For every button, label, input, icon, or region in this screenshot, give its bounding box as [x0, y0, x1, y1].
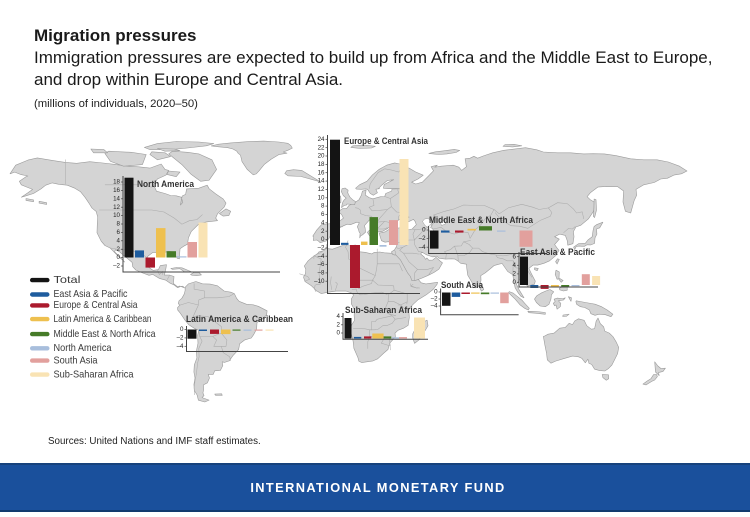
svg-text:North America: North America — [54, 343, 112, 354]
svg-text:0: 0 — [321, 236, 325, 243]
svg-text:Sub-Saharan Africa: Sub-Saharan Africa — [54, 369, 134, 380]
svg-text:–6: –6 — [318, 261, 325, 268]
svg-text:6: 6 — [321, 211, 325, 218]
svg-text:South Asia: South Asia — [54, 355, 98, 366]
svg-text:16: 16 — [113, 187, 120, 194]
svg-text:2: 2 — [321, 228, 325, 235]
svg-text:–4: –4 — [431, 303, 438, 310]
svg-text:2: 2 — [337, 321, 341, 328]
svg-text:Middle East & North Africa: Middle East & North Africa — [429, 215, 534, 225]
svg-text:0: 0 — [117, 254, 121, 261]
svg-text:–2: –2 — [113, 263, 120, 270]
svg-text:South Asia: South Asia — [441, 280, 484, 290]
svg-text:North America: North America — [137, 179, 195, 189]
svg-text:24: 24 — [318, 136, 325, 143]
svg-text:East Asia & Pacific: East Asia & Pacific — [54, 289, 128, 300]
svg-text:–2: –2 — [431, 296, 438, 303]
svg-text:East Asia & Pacific: East Asia & Pacific — [520, 247, 595, 257]
svg-text:0: 0 — [434, 289, 438, 296]
svg-text:Europe & Central Asia: Europe & Central Asia — [344, 136, 429, 146]
svg-text:–2: –2 — [177, 335, 184, 342]
svg-text:–10: –10 — [314, 278, 325, 285]
svg-text:20: 20 — [318, 153, 325, 160]
svg-text:12: 12 — [113, 204, 120, 211]
svg-text:18: 18 — [318, 161, 325, 168]
svg-text:0: 0 — [513, 279, 517, 286]
svg-text:4: 4 — [337, 313, 341, 320]
svg-text:Latin America & Caribbean: Latin America & Caribbean — [54, 314, 152, 325]
svg-text:2: 2 — [513, 271, 517, 278]
svg-text:10: 10 — [318, 194, 325, 201]
svg-text:14: 14 — [318, 178, 325, 185]
svg-text:Total: Total — [54, 275, 81, 286]
svg-text:–8: –8 — [318, 270, 325, 277]
svg-text:0: 0 — [180, 326, 184, 333]
svg-text:–2: –2 — [318, 245, 325, 252]
svg-text:4: 4 — [117, 237, 121, 244]
svg-text:Middle East & North Africa: Middle East & North Africa — [54, 329, 156, 340]
svg-text:10: 10 — [113, 212, 120, 219]
svg-text:6: 6 — [513, 253, 517, 260]
svg-text:Sub-Saharan Africa: Sub-Saharan Africa — [345, 305, 423, 315]
svg-text:16: 16 — [318, 169, 325, 176]
svg-text:8: 8 — [321, 203, 325, 210]
svg-text:Europe & Central Asia: Europe & Central Asia — [54, 300, 138, 311]
svg-text:6: 6 — [117, 229, 121, 236]
svg-text:14: 14 — [113, 195, 120, 202]
svg-text:–2: –2 — [419, 235, 426, 242]
svg-text:18: 18 — [113, 179, 120, 186]
svg-text:–4: –4 — [177, 343, 184, 350]
svg-text:2: 2 — [117, 246, 121, 253]
svg-text:0: 0 — [337, 330, 341, 337]
svg-text:4: 4 — [321, 219, 325, 226]
svg-text:8: 8 — [117, 221, 121, 228]
svg-text:Latin America & Caribbean: Latin America & Caribbean — [186, 314, 293, 324]
svg-text:–4: –4 — [419, 244, 426, 251]
svg-text:–4: –4 — [318, 253, 325, 260]
svg-text:0: 0 — [422, 227, 426, 234]
svg-text:4: 4 — [513, 262, 517, 269]
svg-text:12: 12 — [318, 186, 325, 193]
svg-text:22: 22 — [318, 144, 325, 151]
